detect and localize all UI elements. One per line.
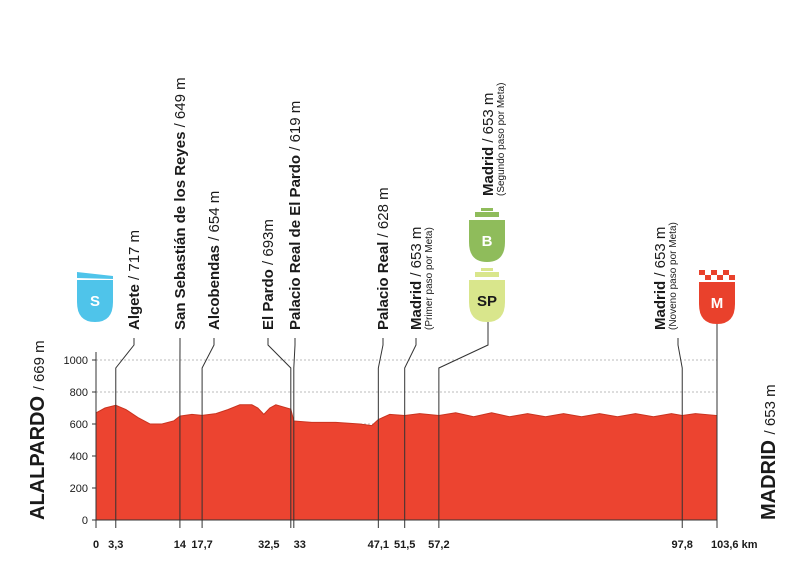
- y-tick-label: 200: [70, 483, 88, 495]
- label-part: Alcobendas: [206, 245, 223, 330]
- icon-label: SP: [477, 293, 497, 310]
- label-part: / 653 m: [480, 93, 497, 143]
- x-tick-label: 47,1: [368, 539, 389, 551]
- leader-line: [677, 338, 683, 520]
- label-part: / 619 m: [287, 101, 304, 151]
- waypoint-label: San Sebastián de los Reyes / 649 m: [172, 77, 189, 330]
- waypoint-label: Palacio Real / 628 m: [375, 187, 392, 330]
- x-tick-label: 0: [93, 539, 99, 551]
- x-tick-label: 3,3: [108, 539, 123, 551]
- label-part: / 628 m: [375, 187, 392, 237]
- x-tick-label: 103,6 km: [711, 539, 758, 551]
- y-tick-label: 1000: [64, 355, 88, 367]
- elevation-area: [95, 404, 718, 521]
- label-part: / 653 m: [652, 227, 669, 277]
- leader-line: [293, 338, 296, 520]
- icon-top: [481, 268, 493, 271]
- icon-flag: [77, 272, 113, 279]
- label-part: / 649 m: [172, 77, 189, 127]
- x-tick-label: 57,2: [428, 539, 449, 551]
- x-tick-label: 33: [294, 539, 306, 551]
- label-part: / 717 m: [126, 230, 143, 280]
- y-tick-label: 600: [70, 419, 88, 431]
- label-part: Algete: [126, 284, 143, 330]
- waypoint-note: (Noveno paso por Meta): [668, 222, 679, 330]
- label-part: / 654 m: [206, 191, 223, 241]
- label-part: Madrid: [480, 147, 497, 196]
- label-part: / 693m: [260, 219, 277, 265]
- icon-checker: [711, 270, 717, 275]
- waypoint-label: Alcobendas / 654 m: [206, 191, 223, 330]
- icon-checker: [717, 275, 723, 280]
- leader-line: [404, 338, 417, 520]
- icon-shield: [77, 280, 113, 322]
- icon-checker: [723, 270, 729, 275]
- leader-line: [267, 338, 292, 520]
- y-tick-label: 800: [70, 387, 88, 399]
- icon-checker: [699, 270, 705, 275]
- label-part: Madrid: [652, 281, 669, 330]
- label-part: Madrid: [408, 281, 425, 330]
- waypoint-label: Algete / 717 m: [126, 230, 143, 330]
- leader-line: [438, 322, 489, 520]
- waypoint-label: El Pardo / 693m: [260, 219, 277, 330]
- waypoint-note: (Segundo paso por Meta): [496, 83, 507, 196]
- icon-checker: [705, 275, 711, 280]
- waypoint-label: Madrid / 653 m: [652, 227, 669, 330]
- icon-label: M: [711, 295, 724, 312]
- waypoint-label: Madrid / 653 m: [480, 93, 497, 196]
- label-part: / 669 m: [31, 340, 48, 390]
- leader-line: [377, 338, 384, 520]
- waypoint-label: Madrid / 653 m: [408, 227, 425, 330]
- label-part: El Pardo: [260, 269, 277, 330]
- label-part: Palacio Real: [375, 242, 392, 330]
- icon-shield: [699, 282, 735, 324]
- label-part: Palacio Real de El Pardo: [287, 155, 304, 330]
- x-tick-label: 97,8: [672, 539, 693, 551]
- label-part: MADRID: [758, 440, 780, 520]
- x-tick-label: 32,5: [258, 539, 279, 551]
- icon-checker: [729, 275, 735, 280]
- label-part: ALALPARDO: [27, 396, 49, 520]
- x-tick-label: 51,5: [394, 539, 415, 551]
- finish-label: MADRID / 653 m: [758, 384, 780, 520]
- leader-line: [201, 338, 215, 520]
- icon-top: [475, 212, 499, 217]
- label-part: San Sebastián de los Reyes: [172, 132, 189, 330]
- icon-label: S: [90, 293, 100, 310]
- label-part: / 653 m: [408, 227, 425, 277]
- x-tick-label: 17,7: [191, 539, 212, 551]
- waypoint-note: (Primer paso por Meta): [424, 227, 435, 330]
- waypoint-label: Palacio Real de El Pardo / 619 m: [287, 101, 304, 330]
- y-tick-label: 0: [82, 515, 88, 527]
- icon-shield: [469, 280, 505, 322]
- label-part: / 653 m: [762, 384, 779, 434]
- icon-top: [481, 208, 493, 211]
- start-label: ALALPARDO / 669 m: [27, 340, 49, 520]
- icon-shield: [469, 220, 505, 262]
- y-tick-label: 400: [70, 451, 88, 463]
- leader-line: [115, 338, 135, 520]
- icon-label: B: [482, 233, 493, 250]
- icon-top: [475, 272, 499, 277]
- x-tick-label: 14: [174, 539, 187, 551]
